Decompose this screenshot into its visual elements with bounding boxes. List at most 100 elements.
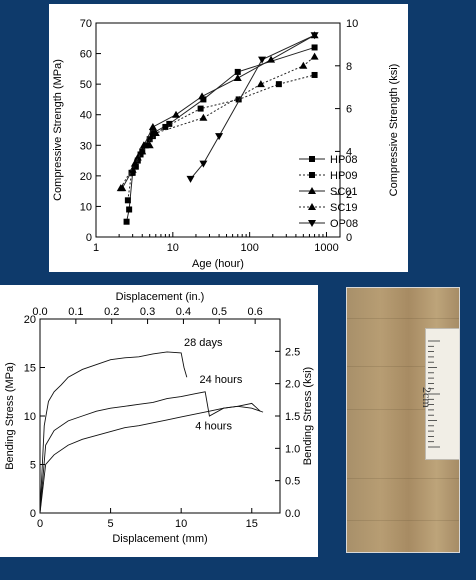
y-tick-label: 20 bbox=[80, 171, 92, 183]
curve-annotation: 24 hours bbox=[200, 374, 243, 386]
legend-entry: SC19 bbox=[330, 202, 358, 214]
data-point bbox=[310, 52, 319, 60]
y2-tick-label: 2.0 bbox=[285, 379, 300, 391]
legend-entry: HP08 bbox=[330, 154, 358, 166]
x-axis-title: Age (hour) bbox=[192, 258, 244, 270]
curve-annotation: 4 hours bbox=[195, 421, 232, 433]
legend-entry: HP09 bbox=[330, 170, 358, 182]
specimen-photo: 2cm bbox=[346, 287, 460, 553]
compressive-strength-chart: 1 10 100 1000 0 10 20 30 40 50 60 70 0 2 4 6 8 10 Age (hou… bbox=[52, 18, 400, 270]
wood-grain bbox=[347, 478, 459, 479]
plot-frame bbox=[39, 318, 281, 514]
y-tick-label: 30 bbox=[80, 140, 92, 152]
data-point bbox=[256, 80, 265, 88]
data-point bbox=[200, 96, 207, 103]
x-tick-label: 0 bbox=[37, 518, 43, 530]
curve-annotation: 28 days bbox=[184, 337, 223, 349]
y2-tick-label: 4 bbox=[346, 146, 352, 158]
data-point bbox=[138, 147, 147, 155]
y-tick-label: 0 bbox=[86, 232, 92, 244]
data-point bbox=[148, 122, 157, 130]
data-point bbox=[233, 74, 242, 82]
y-tick-label: 70 bbox=[80, 18, 92, 30]
y2-tick-label: 1.5 bbox=[285, 411, 300, 423]
x-tick-label: 10 bbox=[175, 518, 187, 530]
data-point bbox=[128, 169, 135, 176]
y2-axis-title: Compressive Strength (ksi) bbox=[388, 64, 400, 197]
data-point bbox=[258, 56, 267, 64]
series-line-op08 bbox=[190, 34, 315, 180]
data-point bbox=[311, 44, 318, 51]
curve-28-days bbox=[39, 351, 188, 514]
data-point bbox=[132, 163, 139, 170]
y2-tick-label: 0.5 bbox=[285, 476, 300, 488]
y2-tick-label: 8 bbox=[346, 61, 352, 73]
x-tick-label: 15 bbox=[246, 518, 258, 530]
x2-tick-label: 0.6 bbox=[248, 306, 263, 318]
y-tick-label: 60 bbox=[80, 49, 92, 61]
x-tick-label: 5 bbox=[108, 518, 114, 530]
x2-tick-label: 0.0 bbox=[32, 306, 47, 318]
data-point bbox=[166, 120, 173, 127]
y-tick-label: 10 bbox=[80, 201, 92, 213]
y2-tick-label: 10 bbox=[346, 18, 358, 30]
data-point bbox=[235, 96, 242, 103]
legend-marker bbox=[308, 187, 316, 194]
y-tick-label: 20 bbox=[24, 314, 36, 326]
x-tick-label: 1000 bbox=[314, 242, 338, 254]
data-point bbox=[172, 110, 181, 118]
y-tick-label: 50 bbox=[80, 79, 92, 91]
x-tick-label: 1 bbox=[93, 242, 99, 254]
legend-marker bbox=[308, 220, 316, 227]
curve-4-hours bbox=[39, 405, 264, 514]
y-tick-label: 15 bbox=[24, 363, 36, 375]
data-point bbox=[215, 133, 224, 141]
wood-grain bbox=[347, 318, 459, 319]
data-point bbox=[234, 68, 241, 75]
legend-entry: OP08 bbox=[330, 218, 358, 230]
data-point bbox=[143, 142, 150, 149]
y2-tick-label: 2.5 bbox=[285, 346, 300, 358]
wood-grain bbox=[347, 520, 459, 521]
data-point bbox=[146, 136, 153, 143]
data-point bbox=[124, 197, 131, 204]
y2-tick-label: 0.0 bbox=[285, 508, 300, 520]
x2-tick-label: 0.1 bbox=[68, 306, 83, 318]
data-point bbox=[139, 141, 148, 149]
data-point bbox=[116, 184, 125, 192]
curve-24-hours bbox=[39, 391, 261, 514]
plot-frame bbox=[95, 22, 341, 238]
scale-ruler: 2cm bbox=[420, 328, 459, 460]
data-point bbox=[130, 159, 139, 167]
y-axis-title: Compressive Strength (MPa) bbox=[52, 59, 64, 201]
data-point bbox=[197, 105, 204, 112]
y-tick-label: 10 bbox=[24, 411, 36, 423]
data-point bbox=[199, 113, 208, 121]
legend-marker bbox=[309, 156, 315, 162]
data-point bbox=[149, 130, 156, 137]
legend-marker bbox=[309, 172, 315, 178]
data-point bbox=[133, 153, 142, 161]
y2-tick-label: 2 bbox=[346, 189, 352, 201]
ruler-label: 2cm bbox=[420, 387, 434, 408]
x-tick-label: 100 bbox=[240, 242, 258, 254]
data-point bbox=[123, 218, 130, 225]
wood-grain bbox=[347, 366, 459, 367]
y2-tick-label: 0 bbox=[346, 232, 352, 244]
bending-stress-chart-panel: 0 5 10 15 0.0 0.1 0.2 0.3 0.4 0.5 0.6 0 5 10 15 20 0.0 0.… bbox=[0, 285, 318, 557]
series-line-sc19 bbox=[120, 56, 315, 189]
data-point bbox=[310, 32, 319, 40]
series-line-hp09 bbox=[127, 74, 315, 201]
compressive-strength-chart-panel: 1 10 100 1000 0 10 20 30 40 50 60 70 0 2 4 6 8 10 Age (hou… bbox=[49, 4, 408, 272]
data-point bbox=[151, 129, 160, 137]
bending-stress-chart: 0 5 10 150.0 0.1 0.2 0.3 0.4 0.5 0.6051015200.00.… bbox=[4, 291, 314, 545]
data-point bbox=[149, 133, 156, 140]
data-point bbox=[311, 71, 318, 78]
y2-tick-label: 1.0 bbox=[285, 443, 300, 455]
wood-grain bbox=[347, 409, 459, 410]
x2-tick-label: 0.2 bbox=[104, 306, 119, 318]
y-axis-title: Bending Stress (MPa) bbox=[4, 362, 16, 470]
data-point bbox=[128, 165, 137, 173]
y-tick-label: 5 bbox=[30, 460, 36, 472]
data-point bbox=[126, 206, 133, 213]
